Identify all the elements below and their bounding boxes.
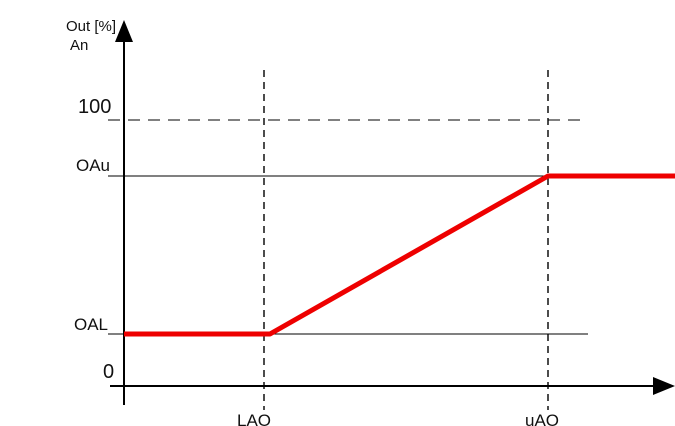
x-tick-lower-input: LAO [237, 411, 271, 426]
output-curve [124, 173, 675, 337]
y-axis-label-line2: An [70, 37, 88, 54]
y-tick-100: 100 [78, 96, 111, 118]
y-tick-zero: 0 [103, 361, 114, 383]
x-axis-arrow [653, 377, 675, 395]
y-tick-upper-output: OAu [76, 156, 110, 175]
y-tick-lower-output: OAL [74, 315, 108, 334]
x-tick-upper-input: uAO [525, 411, 559, 426]
y-axis-label-line1: Out [%] [66, 18, 116, 35]
y-axis-arrow [115, 20, 133, 42]
